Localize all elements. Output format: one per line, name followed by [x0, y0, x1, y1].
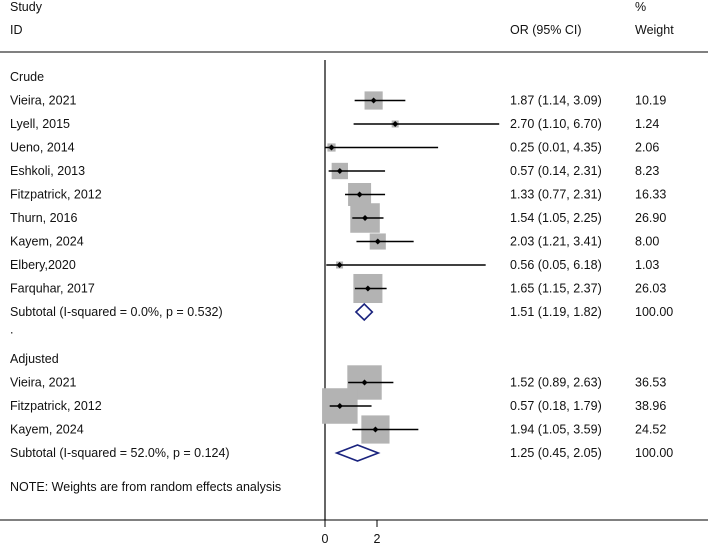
header-weight-percent: % — [635, 0, 646, 14]
subtotal-weight: 100.00 — [635, 446, 673, 460]
study-weight: 1.03 — [635, 258, 659, 272]
study-ci-text: 1.65 (1.15, 2.37) — [510, 282, 602, 296]
point-estimate — [356, 191, 363, 198]
study-weight: 38.96 — [635, 399, 666, 413]
subtotal-ci-text: 1.51 (1.19, 1.82) — [510, 305, 602, 319]
study-label: Vieira, 2021 — [10, 376, 77, 390]
x-axis-ticks: 0 2 — [322, 520, 381, 546]
study-weight: 16.33 — [635, 188, 666, 202]
rows-layer: Crude Vieira, 2021 1.87 (1.14, 3.09) 10.19 L… — [10, 70, 673, 460]
study-label: Fitzpatrick, 2012 — [10, 399, 102, 413]
study-label: Vieira, 2021 — [10, 94, 77, 108]
point-estimate — [328, 144, 335, 151]
study-weight: 2.06 — [635, 141, 659, 155]
study-label: Kayem, 2024 — [10, 235, 84, 249]
point-estimate — [362, 215, 369, 221]
study-ci-text: 0.56 (0.05, 6.18) — [510, 258, 602, 272]
study-label: Kayem, 2024 — [10, 423, 84, 437]
point-estimate — [374, 238, 381, 245]
study-weight: 24.52 — [635, 423, 666, 437]
study-label: Elbery,2020 — [10, 258, 76, 272]
study-ci-text: 0.25 (0.01, 4.35) — [510, 141, 602, 155]
study-weight: 8.23 — [635, 164, 659, 178]
study-label: Thurn, 2016 — [10, 211, 77, 225]
study-ci-text: 1.87 (1.14, 3.09) — [510, 94, 602, 108]
study-weight: 26.03 — [635, 282, 666, 296]
marks-layer — [322, 91, 500, 462]
study-label: Lyell, 2015 — [10, 117, 70, 131]
point-estimate — [364, 285, 371, 292]
study-label: Eshkoli, 2013 — [10, 164, 85, 178]
study-ci-text: 1.52 (0.89, 2.63) — [510, 376, 602, 390]
subtotal-diamond — [334, 444, 381, 462]
study-label: Fitzpatrick, 2012 — [10, 188, 102, 202]
study-weight: 36.53 — [635, 376, 666, 390]
footnote: NOTE: Weights are from random effects an… — [10, 480, 281, 494]
header-weight: Weight — [635, 23, 674, 37]
subtotal-weight: 100.00 — [635, 305, 673, 319]
point-estimate — [336, 403, 343, 409]
study-ci-text: 1.33 (0.77, 2.31) — [510, 188, 602, 202]
study-ci-text: 1.54 (1.05, 2.25) — [510, 211, 602, 225]
group-separator: . — [10, 323, 13, 337]
study-ci-text: 1.94 (1.05, 3.59) — [510, 423, 602, 437]
x-tick-2-label: 2 — [374, 532, 381, 546]
study-weight: 26.90 — [635, 211, 666, 225]
group-label: Adjusted — [10, 352, 59, 366]
point-estimate — [336, 262, 343, 268]
study-weight: 10.19 — [635, 94, 666, 108]
study-weight: 8.00 — [635, 235, 659, 249]
point-estimate — [361, 379, 368, 386]
subtotal-diamond — [354, 302, 374, 322]
study-ci-text: 0.57 (0.18, 1.79) — [510, 399, 602, 413]
header-study: Study — [10, 0, 43, 14]
group-label: Crude — [10, 70, 44, 84]
point-estimate — [392, 121, 399, 127]
header-or: OR (95% CI) — [510, 23, 582, 37]
point-estimate — [372, 426, 379, 433]
study-label: Farquhar, 2017 — [10, 282, 95, 296]
subtotal-ci-text: 1.25 (0.45, 2.05) — [510, 446, 602, 460]
subtotal-label: Subtotal (I-squared = 52.0%, p = 0.124) — [10, 446, 230, 460]
header-id: ID — [10, 23, 23, 37]
subtotal-label: Subtotal (I-squared = 0.0%, p = 0.532) — [10, 305, 223, 319]
study-label: Ueno, 2014 — [10, 141, 75, 155]
study-ci-text: 2.70 (1.10, 6.70) — [510, 117, 602, 131]
point-estimate — [336, 168, 343, 174]
point-estimate — [370, 97, 377, 104]
study-ci-text: 0.57 (0.14, 2.31) — [510, 164, 602, 178]
study-ci-text: 2.03 (1.21, 3.41) — [510, 235, 602, 249]
study-weight: 1.24 — [635, 117, 659, 131]
x-tick-0-label: 0 — [322, 532, 329, 546]
